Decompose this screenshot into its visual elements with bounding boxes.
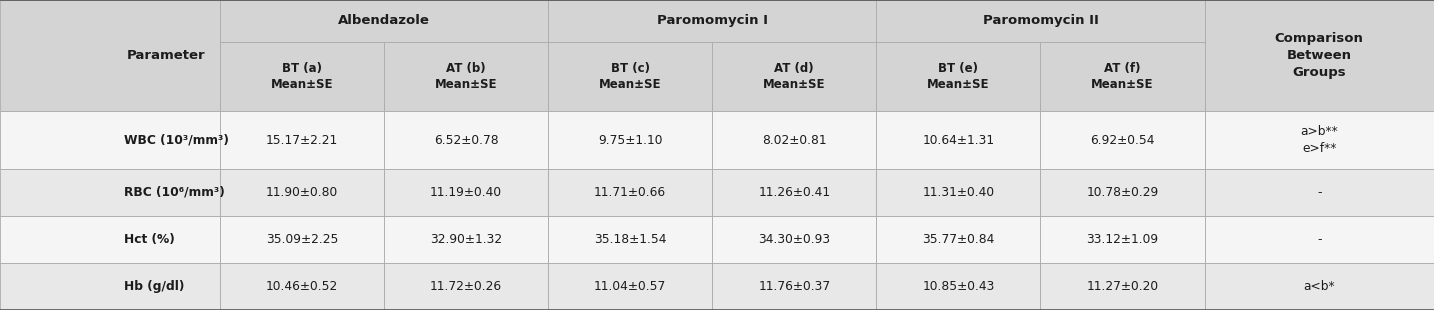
Text: 6.92±0.54: 6.92±0.54 [1090, 134, 1154, 147]
Text: 35.18±1.54: 35.18±1.54 [594, 233, 667, 246]
Text: Albendazole: Albendazole [338, 14, 430, 27]
Text: 11.72±0.26: 11.72±0.26 [430, 280, 502, 293]
Text: 15.17±2.21: 15.17±2.21 [265, 134, 338, 147]
Bar [0, 112, 219, 169]
Bar [219, 112, 384, 169]
Bar [713, 216, 876, 263]
Bar [384, 216, 548, 263]
Text: 35.77±0.84: 35.77±0.84 [922, 233, 995, 246]
Text: 6.52±0.78: 6.52±0.78 [433, 134, 499, 147]
Bar [876, 42, 1041, 112]
Text: Hb (g/dl): Hb (g/dl) [125, 280, 185, 293]
Bar [1041, 216, 1205, 263]
Bar [713, 112, 876, 169]
Bar [713, 263, 876, 310]
Text: BT (a)
Mean±SE: BT (a) Mean±SE [271, 62, 333, 91]
Bar [384, 263, 548, 310]
Bar [1205, 0, 1434, 112]
Text: 9.75±1.10: 9.75±1.10 [598, 134, 663, 147]
Bar [548, 0, 876, 42]
Text: a<b*: a<b* [1304, 280, 1335, 293]
Text: BT (e)
Mean±SE: BT (e) Mean±SE [928, 62, 989, 91]
Bar [713, 169, 876, 216]
Text: 35.09±2.25: 35.09±2.25 [265, 233, 338, 246]
Text: 8.02±0.81: 8.02±0.81 [761, 134, 826, 147]
Text: 11.31±0.40: 11.31±0.40 [922, 186, 994, 199]
Text: 34.30±0.93: 34.30±0.93 [759, 233, 830, 246]
Text: 32.90±1.32: 32.90±1.32 [430, 233, 502, 246]
Bar [0, 263, 219, 310]
Text: Paromomycin II: Paromomycin II [982, 14, 1098, 27]
Bar [0, 216, 219, 263]
Bar [876, 112, 1041, 169]
Bar [0, 169, 219, 216]
Text: RBC (10⁶/mm³): RBC (10⁶/mm³) [125, 186, 225, 199]
Bar [548, 216, 713, 263]
Bar [548, 263, 713, 310]
Bar [1205, 169, 1434, 216]
Bar [876, 0, 1205, 42]
Bar [384, 112, 548, 169]
Text: 10.64±1.31: 10.64±1.31 [922, 134, 994, 147]
Text: Parameter: Parameter [128, 49, 205, 62]
Bar [219, 216, 384, 263]
Bar [1041, 169, 1205, 216]
Text: Comparison
Between
Groups: Comparison Between Groups [1275, 32, 1364, 79]
Text: Paromomycin I: Paromomycin I [657, 14, 767, 27]
Bar [713, 42, 876, 112]
Bar [1205, 112, 1434, 169]
Text: BT (c)
Mean±SE: BT (c) Mean±SE [599, 62, 661, 91]
Text: 10.85±0.43: 10.85±0.43 [922, 280, 995, 293]
Bar [1205, 263, 1434, 310]
Text: AT (d)
Mean±SE: AT (d) Mean±SE [763, 62, 826, 91]
Bar [1041, 112, 1205, 169]
Bar [219, 169, 384, 216]
Bar [219, 42, 384, 112]
Bar [548, 112, 713, 169]
Text: AT (f)
Mean±SE: AT (f) Mean±SE [1091, 62, 1154, 91]
Text: -: - [1316, 186, 1322, 199]
Text: 11.90±0.80: 11.90±0.80 [265, 186, 338, 199]
Bar [876, 169, 1041, 216]
Text: 11.26±0.41: 11.26±0.41 [759, 186, 830, 199]
Bar [219, 0, 548, 42]
Text: 11.19±0.40: 11.19±0.40 [430, 186, 502, 199]
Text: 33.12±1.09: 33.12±1.09 [1087, 233, 1159, 246]
Bar [548, 42, 713, 112]
Bar [219, 263, 384, 310]
Text: 11.27±0.20: 11.27±0.20 [1087, 280, 1159, 293]
Text: 11.71±0.66: 11.71±0.66 [594, 186, 667, 199]
Bar [876, 216, 1041, 263]
Bar [1205, 216, 1434, 263]
Text: 10.46±0.52: 10.46±0.52 [265, 280, 338, 293]
Bar [384, 42, 548, 112]
Text: AT (b)
Mean±SE: AT (b) Mean±SE [435, 62, 498, 91]
Text: Hct (%): Hct (%) [125, 233, 175, 246]
Text: 10.78±0.29: 10.78±0.29 [1087, 186, 1159, 199]
Bar [0, 0, 219, 112]
Text: -: - [1316, 233, 1322, 246]
Text: a>b**
e>f**: a>b** e>f** [1301, 125, 1338, 155]
Text: 11.76±0.37: 11.76±0.37 [759, 280, 830, 293]
Text: 11.04±0.57: 11.04±0.57 [594, 280, 667, 293]
Bar [548, 169, 713, 216]
Bar [1041, 263, 1205, 310]
Bar [1041, 42, 1205, 112]
Bar [876, 263, 1041, 310]
Text: WBC (10³/mm³): WBC (10³/mm³) [125, 134, 229, 147]
Bar [384, 169, 548, 216]
